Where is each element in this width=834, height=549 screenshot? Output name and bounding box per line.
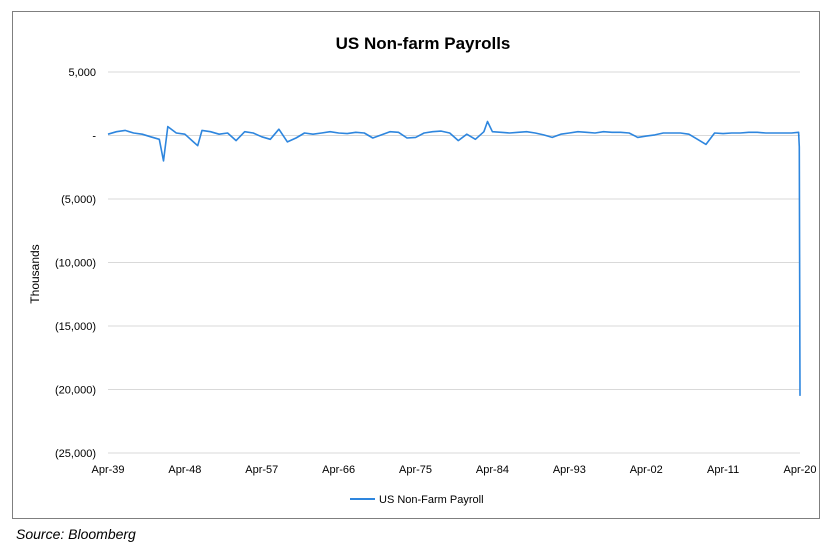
source-note: Source: Bloomberg [16,526,136,542]
series-layer [107,120,801,396]
y-tick-label: (20,000) [55,385,96,397]
x-tick-label: Apr-57 [245,464,278,476]
chart-svg: US Non-farm Payrolls 5,000 - (5,000) (10,00… [28,34,817,506]
x-tick-label: Apr-48 [168,464,201,476]
chart-frame: US Non-farm Payrolls 5,000 - (5,000) (10,00… [12,11,820,519]
y-tick-label: (10,000) [55,258,96,270]
y-tick-label: (25,000) [55,448,96,460]
x-tick-label: Apr-84 [476,464,509,476]
y-tick-label: 5,000 [68,67,96,79]
x-tick-label: Apr-39 [91,464,124,476]
chart-title: US Non-farm Payrolls [336,34,511,53]
x-tick-labels: Apr-39 Apr-48 Apr-57 Apr-66 Apr-75 Apr-84 Apr-… [91,464,816,476]
x-tick-label: Apr-93 [553,464,586,476]
x-tick-label: Apr-75 [399,464,432,476]
y-axis-title: Thousands [28,244,42,303]
x-tick-label: Apr-11 [707,464,739,476]
x-tick-label: Apr-66 [322,464,355,476]
series-line-us-non-farm-payroll [107,120,801,396]
x-tick-label: Apr-20 [783,464,816,476]
y-tick-label: (15,000) [55,321,96,333]
y-tick-labels: 5,000 - (5,000) (10,000) (15,000) (20,000) (25… [55,67,96,460]
legend-entry-us-non-farm-payroll: US Non-Farm Payroll [379,494,484,506]
gridlines [108,71,800,454]
legend: US Non-Farm Payroll [350,494,484,506]
y-tick-label: (5,000) [61,194,96,206]
y-tick-label: - [92,131,96,143]
x-tick-label: Apr-02 [630,464,663,476]
